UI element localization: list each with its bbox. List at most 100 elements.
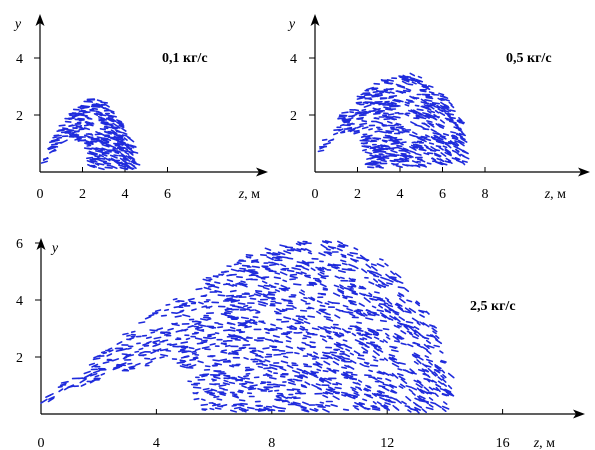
particle-mark xyxy=(350,386,357,391)
particle-mark xyxy=(119,161,124,166)
particle-mark xyxy=(439,387,447,392)
particle-mark xyxy=(442,163,448,166)
particle-mark xyxy=(369,364,379,367)
particle-cloud xyxy=(40,240,455,414)
particle-mark xyxy=(372,355,377,359)
particle-mark xyxy=(362,312,368,317)
particle-mark xyxy=(56,129,65,132)
particle-mark xyxy=(93,354,101,359)
particle-mark xyxy=(432,330,437,335)
particle-mark xyxy=(98,132,107,137)
particle-mark xyxy=(402,323,409,328)
particle-mark xyxy=(411,392,416,396)
particle-mark xyxy=(338,332,345,336)
particle-mark xyxy=(395,164,403,168)
particle-mark xyxy=(116,142,122,146)
particle-mark xyxy=(377,148,387,151)
particle-mark xyxy=(280,333,289,336)
particle-mark xyxy=(113,135,122,139)
particle-mark xyxy=(371,88,378,91)
particle-mark xyxy=(240,321,248,325)
particle-mark xyxy=(396,372,404,377)
particle-mark xyxy=(398,375,406,381)
particle-mark xyxy=(268,376,277,380)
particle-mark xyxy=(368,376,376,379)
x-axis-arrowhead xyxy=(578,167,590,177)
particle-mark xyxy=(313,407,319,411)
particle-mark xyxy=(437,97,443,102)
particle-mark xyxy=(332,263,339,267)
particle-mark xyxy=(286,269,295,273)
particle-mark xyxy=(113,366,119,369)
particle-mark xyxy=(389,383,395,388)
particle-mark xyxy=(120,167,129,170)
particle-mark xyxy=(399,157,405,160)
particle-mark xyxy=(460,137,468,143)
particle-mark xyxy=(198,323,207,327)
particle-mark xyxy=(210,388,218,392)
particle-mark xyxy=(347,311,354,314)
particle-mark xyxy=(361,268,368,274)
particle-mark xyxy=(394,139,401,143)
particle-mark xyxy=(107,347,113,351)
particle-mark xyxy=(402,369,409,373)
particle-mark xyxy=(368,369,374,373)
particle-mark xyxy=(204,365,211,368)
particle-mark xyxy=(225,344,231,348)
particle-mark xyxy=(389,315,397,321)
particle-mark xyxy=(165,303,171,306)
particle-mark xyxy=(264,247,272,251)
particle-mark xyxy=(307,296,315,302)
particle-mark xyxy=(95,110,103,115)
particle-mark xyxy=(292,306,297,309)
particle-mark xyxy=(436,157,444,162)
particle-mark xyxy=(111,125,117,129)
particle-mark xyxy=(228,381,236,385)
particle-mark xyxy=(345,295,354,299)
particle-mark xyxy=(437,123,445,128)
particle-mark xyxy=(424,355,430,359)
particle-mark xyxy=(174,315,182,318)
particle-mark xyxy=(411,131,418,135)
particle-mark xyxy=(375,120,384,125)
particle-mark xyxy=(98,167,105,171)
particle-mark xyxy=(442,133,450,136)
y-axis-label: y xyxy=(13,17,22,32)
particle-mark xyxy=(97,157,106,160)
particle-mark xyxy=(397,286,405,289)
particle-mark xyxy=(430,110,436,114)
particle-mark xyxy=(341,373,349,378)
particle-mark xyxy=(433,371,439,377)
particle-mark xyxy=(274,289,281,293)
particle-mark xyxy=(394,272,402,279)
particle-mark xyxy=(237,324,243,327)
y-tick-label: 4 xyxy=(290,52,297,67)
particle-mark xyxy=(214,362,223,366)
particle-mark xyxy=(458,132,467,137)
particle-mark xyxy=(270,304,276,307)
particle-mark xyxy=(101,141,107,144)
particle-mark xyxy=(393,324,400,329)
particle-mark xyxy=(416,81,423,85)
particle-mark xyxy=(323,326,332,330)
particle-mark xyxy=(125,134,131,139)
particle-mark xyxy=(118,124,125,129)
particle-mark xyxy=(122,157,127,161)
particle-mark xyxy=(364,407,370,411)
particle-mark xyxy=(225,310,233,313)
particle-mark xyxy=(243,304,249,308)
particle-mark xyxy=(353,265,359,270)
particle-mark xyxy=(189,358,197,362)
particle-mark xyxy=(310,267,316,272)
particle-mark xyxy=(396,144,403,148)
particle-mark xyxy=(134,350,140,353)
particle-mark xyxy=(239,336,247,341)
particle-mark xyxy=(214,407,222,410)
particle-mark xyxy=(376,309,385,313)
particle-mark xyxy=(384,402,391,406)
particle-mark xyxy=(230,315,236,319)
particle-mark xyxy=(417,380,424,387)
particle-mark xyxy=(382,327,390,331)
particle-mark xyxy=(93,113,99,116)
particle-mark xyxy=(440,135,446,138)
